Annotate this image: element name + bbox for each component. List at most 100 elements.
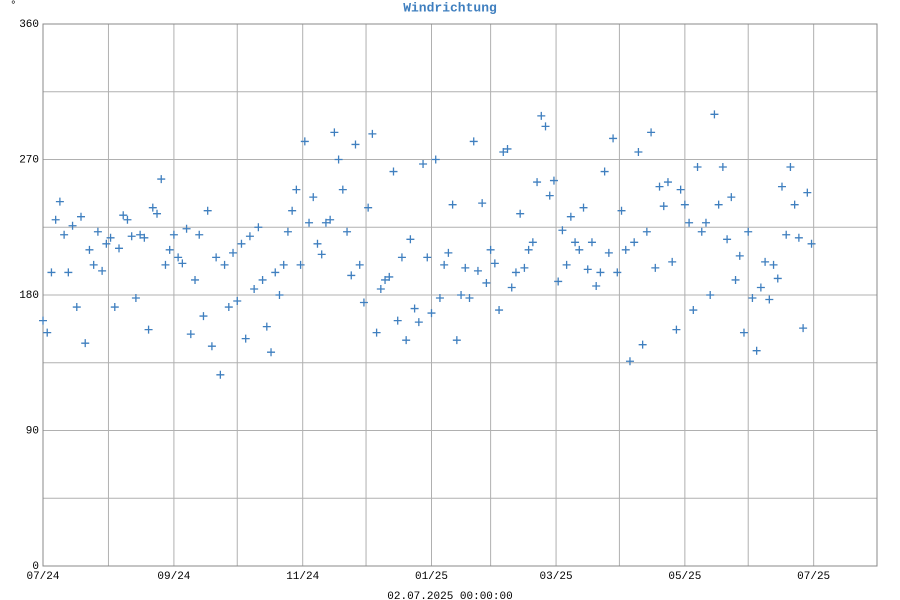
data-point [309, 193, 318, 202]
data-point [385, 272, 394, 281]
data-point [473, 266, 482, 275]
data-point [355, 260, 364, 269]
data-point [410, 304, 419, 313]
data-point [782, 230, 791, 239]
data-point [566, 212, 575, 221]
x-tick-label: 03/25 [540, 571, 573, 583]
data-point [359, 298, 368, 307]
data-point [503, 144, 512, 153]
data-point [81, 339, 90, 348]
data-point [571, 238, 580, 247]
data-point [613, 268, 622, 277]
data-point [326, 215, 335, 224]
data-point [727, 193, 736, 202]
data-point [769, 260, 778, 269]
data-point [93, 227, 102, 236]
data-point [587, 238, 596, 247]
data-point [186, 330, 195, 339]
data-point [511, 268, 520, 277]
data-point [452, 336, 461, 345]
data-point [144, 325, 153, 334]
data-point [203, 206, 212, 215]
footer: 02.07.2025 00:00:00 [387, 591, 512, 600]
data-point [115, 244, 124, 253]
data-point [516, 209, 525, 218]
data-point [651, 263, 660, 272]
data-point [440, 260, 449, 269]
data-point [131, 294, 140, 303]
data-point [98, 266, 107, 275]
data-point [545, 191, 554, 200]
data-point [250, 284, 259, 293]
data-point [178, 259, 187, 268]
data-point [77, 212, 86, 221]
data-point [279, 260, 288, 269]
data-point [604, 248, 613, 257]
data-point [376, 284, 385, 293]
data-point [499, 147, 508, 156]
data-point [579, 203, 588, 212]
data-point [642, 227, 651, 236]
data-point [402, 336, 411, 345]
data-point [659, 202, 668, 211]
data-point [537, 111, 546, 120]
data-point [524, 245, 533, 254]
data-point [148, 203, 157, 212]
data-point [110, 303, 119, 312]
data-point [347, 271, 356, 280]
x-tick-label: 07/25 [797, 571, 830, 583]
data-point [241, 334, 250, 343]
data-point [714, 200, 723, 209]
data-point [693, 163, 702, 172]
data-point [334, 155, 343, 164]
data-point [229, 248, 238, 257]
data-point [773, 274, 782, 283]
y-tick-label: 360 [19, 19, 39, 31]
data-point [507, 283, 516, 292]
data-point [647, 128, 656, 137]
data-point [317, 250, 326, 259]
x-tick-label: 01/25 [415, 571, 448, 583]
data-point [195, 230, 204, 239]
data-point [520, 263, 529, 272]
data-point [275, 291, 284, 299]
data-point [689, 306, 698, 315]
data-point [267, 348, 276, 357]
data-point [676, 185, 685, 194]
data-point [765, 295, 774, 304]
data-point [731, 275, 740, 284]
data-point [39, 316, 47, 325]
data-point [136, 230, 145, 239]
data-point [680, 200, 689, 209]
data-point [296, 260, 305, 269]
data-point [51, 215, 60, 224]
data-point [710, 110, 719, 119]
data-point [739, 328, 748, 337]
data-point [495, 306, 504, 315]
data-point [271, 268, 280, 277]
data-point [199, 312, 208, 321]
data-point [419, 160, 428, 169]
y-tick-label: 270 [19, 154, 39, 166]
data-point [469, 137, 478, 146]
data-point [72, 303, 81, 312]
data-point [596, 268, 605, 277]
data-point [106, 233, 115, 242]
data-point [621, 245, 630, 254]
data-point [663, 178, 672, 187]
data-point [381, 275, 390, 284]
data-point [397, 253, 406, 262]
data-point [174, 253, 183, 262]
data-point [723, 235, 732, 244]
data-point [562, 260, 571, 269]
y-tick-label: 180 [19, 290, 39, 302]
data-point [89, 260, 98, 269]
data-point [288, 206, 297, 215]
data-point [406, 235, 415, 244]
y-axis-label: ° [10, 0, 17, 12]
data-point [672, 325, 681, 334]
data-point [343, 227, 352, 236]
data-point [761, 257, 770, 266]
